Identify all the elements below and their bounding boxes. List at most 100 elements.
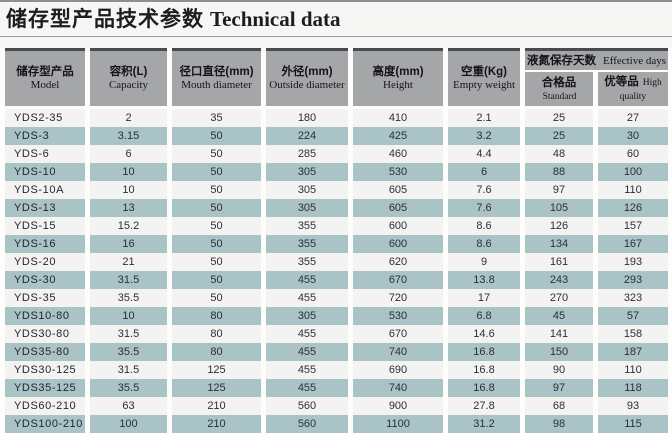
model-cell: YDS35-125 [5, 379, 85, 397]
value-cell: 210 [172, 415, 261, 433]
value-cell: 98 [525, 415, 593, 433]
value-cell: 50 [172, 127, 261, 145]
col-header-outside-diameter-zh: 外径(mm) [281, 66, 333, 78]
table-row: YDS100-210 100 210 560 1100 31.2 98 115 [5, 415, 668, 433]
value-cell: 460 [353, 145, 443, 163]
value-cell: 50 [172, 199, 261, 217]
table-row: YDS10-80 10 80 305 530 6.8 45 57 [5, 307, 668, 325]
model-cell: YDS30-125 [5, 361, 85, 379]
col-header-capacity-en: Capacity [108, 79, 149, 91]
value-cell: 7.6 [448, 199, 520, 217]
value-cell: 88 [525, 163, 593, 181]
col-header-standard-en: Standard [542, 91, 577, 102]
table-body: YDS2-35 2 35 180 410 2.1 25 27 YDS-3 3.15 50 224 425… [5, 109, 668, 433]
value-cell: 270 [525, 289, 593, 307]
value-cell: 50 [172, 253, 261, 271]
value-cell: 63 [90, 397, 167, 415]
value-cell: 16.8 [448, 379, 520, 397]
value-cell: 17 [448, 289, 520, 307]
value-cell: 455 [266, 271, 348, 289]
table-row: YDS-35 35.5 50 455 720 17 270 323 [5, 289, 668, 307]
value-cell: 6 [448, 163, 520, 181]
col-header-height-zh: 高度(mm) [372, 66, 424, 78]
value-cell: 21 [90, 253, 167, 271]
table-row: YDS35-125 35.5 125 455 740 16.8 97 118 [5, 379, 668, 397]
value-cell: 410 [353, 109, 443, 127]
value-cell: 35 [172, 109, 261, 127]
table-row: YDS-10A 10 50 305 605 7.6 97 110 [5, 181, 668, 199]
value-cell: 93 [598, 397, 668, 415]
col-header-effective-days-zh: 液氮保存天数 [526, 55, 596, 67]
value-cell: 10 [90, 181, 167, 199]
value-cell: 193 [598, 253, 668, 271]
col-header-mouth-diameter: 径口直径(mm) Mouth diameter [172, 48, 261, 109]
value-cell: 293 [598, 271, 668, 289]
value-cell: 740 [353, 343, 443, 361]
value-cell: 100 [90, 415, 167, 433]
value-cell: 720 [353, 289, 443, 307]
value-cell: 2.1 [448, 109, 520, 127]
model-cell: YDS-13 [5, 199, 85, 217]
table-row: YDS60-210 63 210 560 900 27.8 68 93 [5, 397, 668, 415]
value-cell: 125 [172, 379, 261, 397]
model-cell: YDS100-210 [5, 415, 85, 433]
value-cell: 150 [525, 343, 593, 361]
value-cell: 157 [598, 217, 668, 235]
value-cell: 305 [266, 307, 348, 325]
value-cell: 455 [266, 289, 348, 307]
model-cell: YDS30-80 [5, 325, 85, 343]
value-cell: 740 [353, 379, 443, 397]
value-cell: 31.2 [448, 415, 520, 433]
value-cell: 455 [266, 343, 348, 361]
value-cell: 50 [172, 235, 261, 253]
value-cell: 3.2 [448, 127, 520, 145]
value-cell: 110 [598, 361, 668, 379]
model-cell: YDS60-210 [5, 397, 85, 415]
value-cell: 900 [353, 397, 443, 415]
value-cell: 3.15 [90, 127, 167, 145]
value-cell: 60 [598, 145, 668, 163]
value-cell: 105 [525, 199, 593, 217]
value-cell: 14.6 [448, 325, 520, 343]
model-cell: YDS-6 [5, 145, 85, 163]
table-row: YDS35-80 35.5 80 455 740 16.8 150 187 [5, 343, 668, 361]
model-cell: YDS-20 [5, 253, 85, 271]
value-cell: 180 [266, 109, 348, 127]
model-cell: YDS2-35 [5, 109, 85, 127]
value-cell: 50 [172, 217, 261, 235]
value-cell: 455 [266, 325, 348, 343]
table-row: YDS-30 31.5 50 455 670 13.8 243 293 [5, 271, 668, 289]
value-cell: 35.5 [90, 343, 167, 361]
col-header-model-en: Model [30, 79, 60, 91]
value-cell: 600 [353, 235, 443, 253]
title-divider [0, 36, 672, 37]
value-cell: 1100 [353, 415, 443, 433]
table-row: YDS-13 13 50 305 605 7.6 105 126 [5, 199, 668, 217]
value-cell: 560 [266, 415, 348, 433]
value-cell: 690 [353, 361, 443, 379]
value-cell: 425 [353, 127, 443, 145]
value-cell: 670 [353, 271, 443, 289]
value-cell: 31.5 [90, 325, 167, 343]
value-cell: 455 [266, 361, 348, 379]
value-cell: 125 [172, 361, 261, 379]
model-cell: YDS-30 [5, 271, 85, 289]
value-cell: 25 [525, 109, 593, 127]
value-cell: 57 [598, 307, 668, 325]
model-cell: YDS-35 [5, 289, 85, 307]
value-cell: 15.2 [90, 217, 167, 235]
value-cell: 80 [172, 307, 261, 325]
value-cell: 4.4 [448, 145, 520, 163]
value-cell: 100 [598, 163, 668, 181]
table-row: YDS-15 15.2 50 355 600 8.6 126 157 [5, 217, 668, 235]
value-cell: 16.8 [448, 343, 520, 361]
table-header: 储存型产品 Model 容积(L) Capacity 径口直径(mm) Mout… [5, 48, 668, 109]
value-cell: 16.8 [448, 361, 520, 379]
value-cell: 167 [598, 235, 668, 253]
table-row: YDS30-80 31.5 80 455 670 14.6 141 158 [5, 325, 668, 343]
model-cell: YDS-15 [5, 217, 85, 235]
value-cell: 670 [353, 325, 443, 343]
value-cell: 355 [266, 253, 348, 271]
value-cell: 10 [90, 163, 167, 181]
